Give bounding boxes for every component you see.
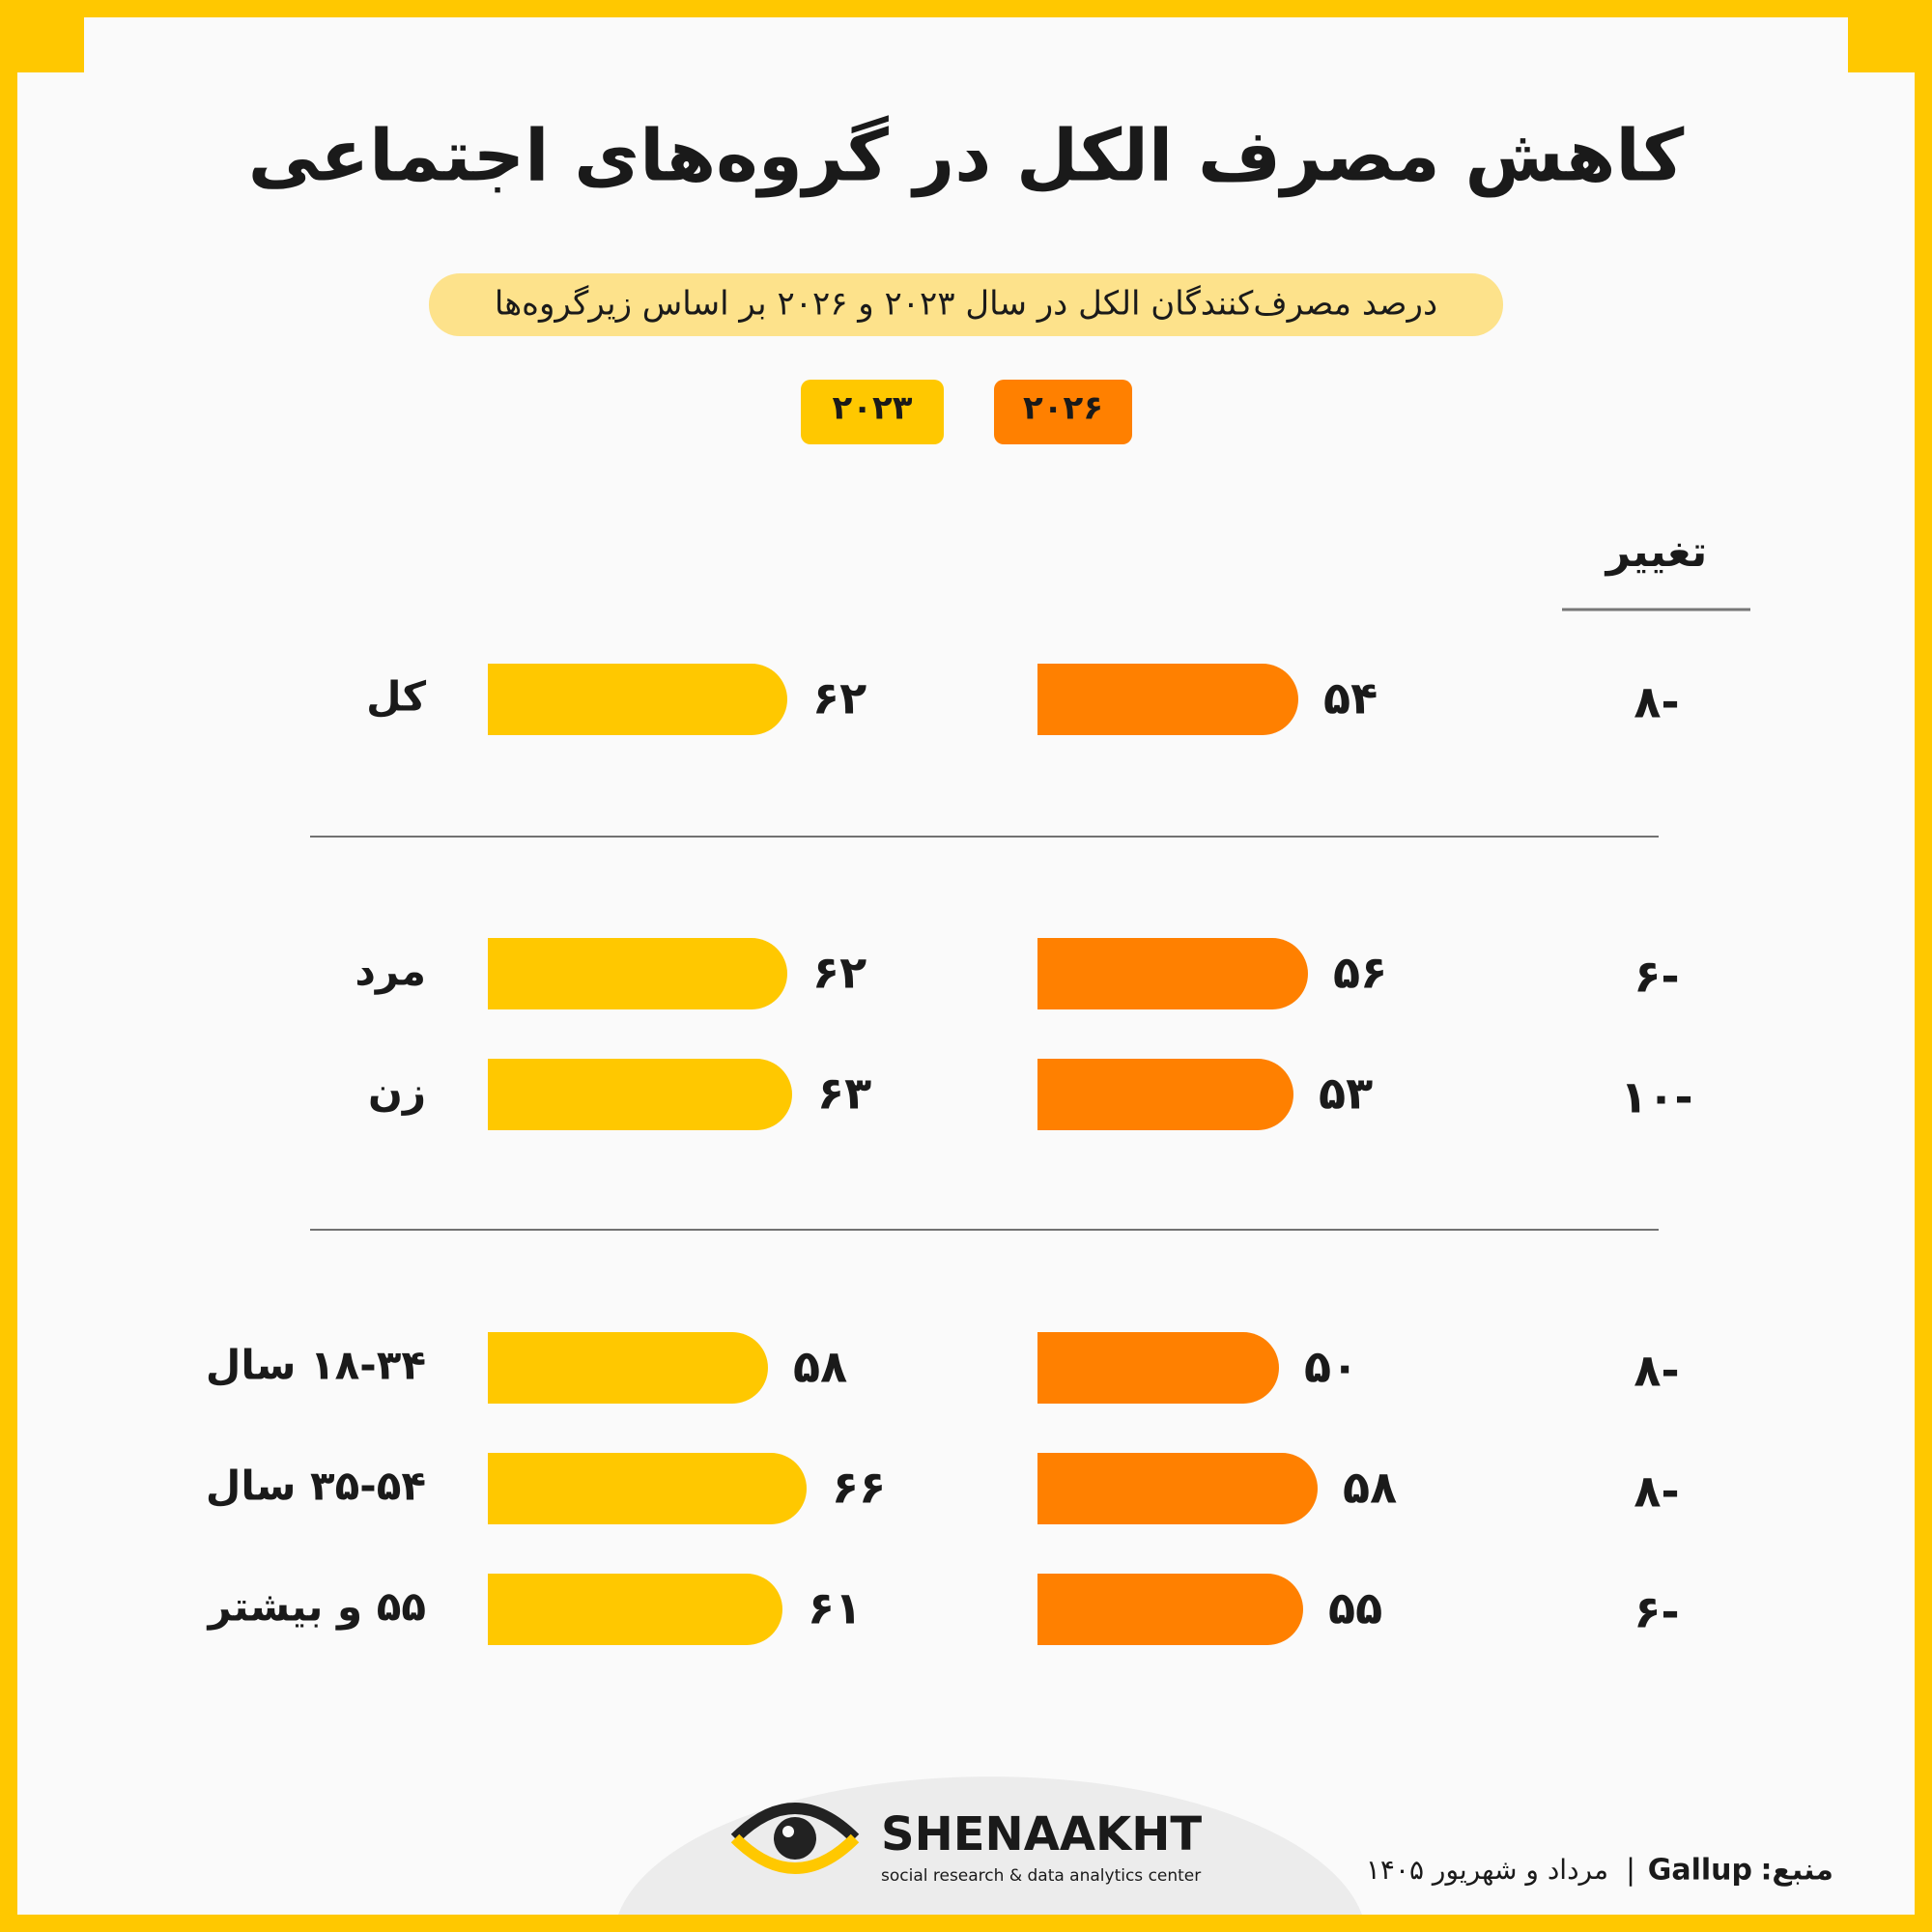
corner bbox=[1848, 17, 1915, 72]
change-label: ۸- bbox=[1634, 1465, 1679, 1518]
logo-icon bbox=[730, 1803, 860, 1874]
change-label: ۶- bbox=[1634, 1586, 1679, 1638]
change-label: ۱۰- bbox=[1620, 1071, 1692, 1123]
bar bbox=[488, 1453, 807, 1524]
value-label: ۵۸ bbox=[793, 1341, 847, 1393]
value-label: ۵۰ bbox=[1304, 1341, 1358, 1393]
legend-swatch bbox=[994, 380, 1132, 444]
bar bbox=[488, 938, 787, 1009]
change-label: ۸- bbox=[1634, 1345, 1679, 1397]
brand: SHENAAKHT bbox=[881, 1807, 1202, 1861]
value-label: ۵۶ bbox=[1333, 947, 1387, 999]
eye-lower bbox=[730, 1833, 860, 1874]
category-label: ۵۵ و بیشتر bbox=[206, 1583, 426, 1632]
value-label: ۶۲ bbox=[812, 947, 867, 999]
bar bbox=[1037, 1332, 1279, 1404]
bar bbox=[1037, 938, 1308, 1009]
corner bbox=[17, 17, 84, 72]
source-date: مرداد و شهریور ۱۴۰۵ bbox=[1366, 1854, 1608, 1886]
value-label: ۶۱ bbox=[808, 1582, 862, 1634]
bar bbox=[1037, 1059, 1293, 1130]
category-label: ۳۵-۵۴ سال bbox=[206, 1463, 426, 1510]
value-label: ۶۲ bbox=[812, 672, 867, 724]
value-label: ۶۶ bbox=[832, 1462, 886, 1514]
change-label: ۸- bbox=[1634, 676, 1679, 728]
category-label: مرد bbox=[355, 948, 426, 996]
brand-tagline: social research & data analytics center bbox=[881, 1866, 1201, 1886]
value-label: ۵۴ bbox=[1323, 672, 1378, 724]
bar bbox=[488, 1574, 782, 1645]
chart-title: کاهش مصرف الکل در گروه‌های اجتماعی bbox=[248, 115, 1685, 199]
bar bbox=[488, 1059, 792, 1130]
eye-pupil bbox=[774, 1817, 816, 1860]
legend-label: ۲۰۲۳ bbox=[832, 389, 912, 428]
source: Gallup bbox=[1648, 1854, 1752, 1888]
source-separator: | bbox=[1626, 1854, 1635, 1888]
value-label: ۶۳ bbox=[817, 1067, 871, 1120]
category-label: کل bbox=[366, 673, 426, 721]
bar bbox=[1037, 1574, 1303, 1645]
bar bbox=[1037, 1453, 1318, 1524]
change-header: تغییر bbox=[1605, 527, 1708, 577]
value-label: ۵۳ bbox=[1319, 1067, 1373, 1120]
bar bbox=[1037, 664, 1298, 735]
category-label: ۱۸-۳۴ سال bbox=[206, 1342, 426, 1389]
subtitle-pill bbox=[429, 273, 1503, 336]
bar bbox=[488, 664, 787, 735]
value-label: ۵۸ bbox=[1343, 1462, 1397, 1514]
value-label: ۵۵ bbox=[1328, 1582, 1382, 1634]
legend-label: ۲۰۲۶ bbox=[1023, 389, 1103, 428]
bar bbox=[488, 1332, 768, 1404]
subtitle: درصد مصرف‌کنندگان الکل در سال ۲۰۲۳ و ۲۰۲… bbox=[495, 285, 1437, 324]
category-label: زن bbox=[368, 1068, 426, 1116]
eye-upper bbox=[730, 1803, 860, 1843]
eye-glint bbox=[782, 1826, 794, 1837]
legend-swatch bbox=[801, 380, 944, 444]
source-label: منبع: bbox=[1760, 1854, 1833, 1888]
change-label: ۶- bbox=[1634, 951, 1679, 1003]
